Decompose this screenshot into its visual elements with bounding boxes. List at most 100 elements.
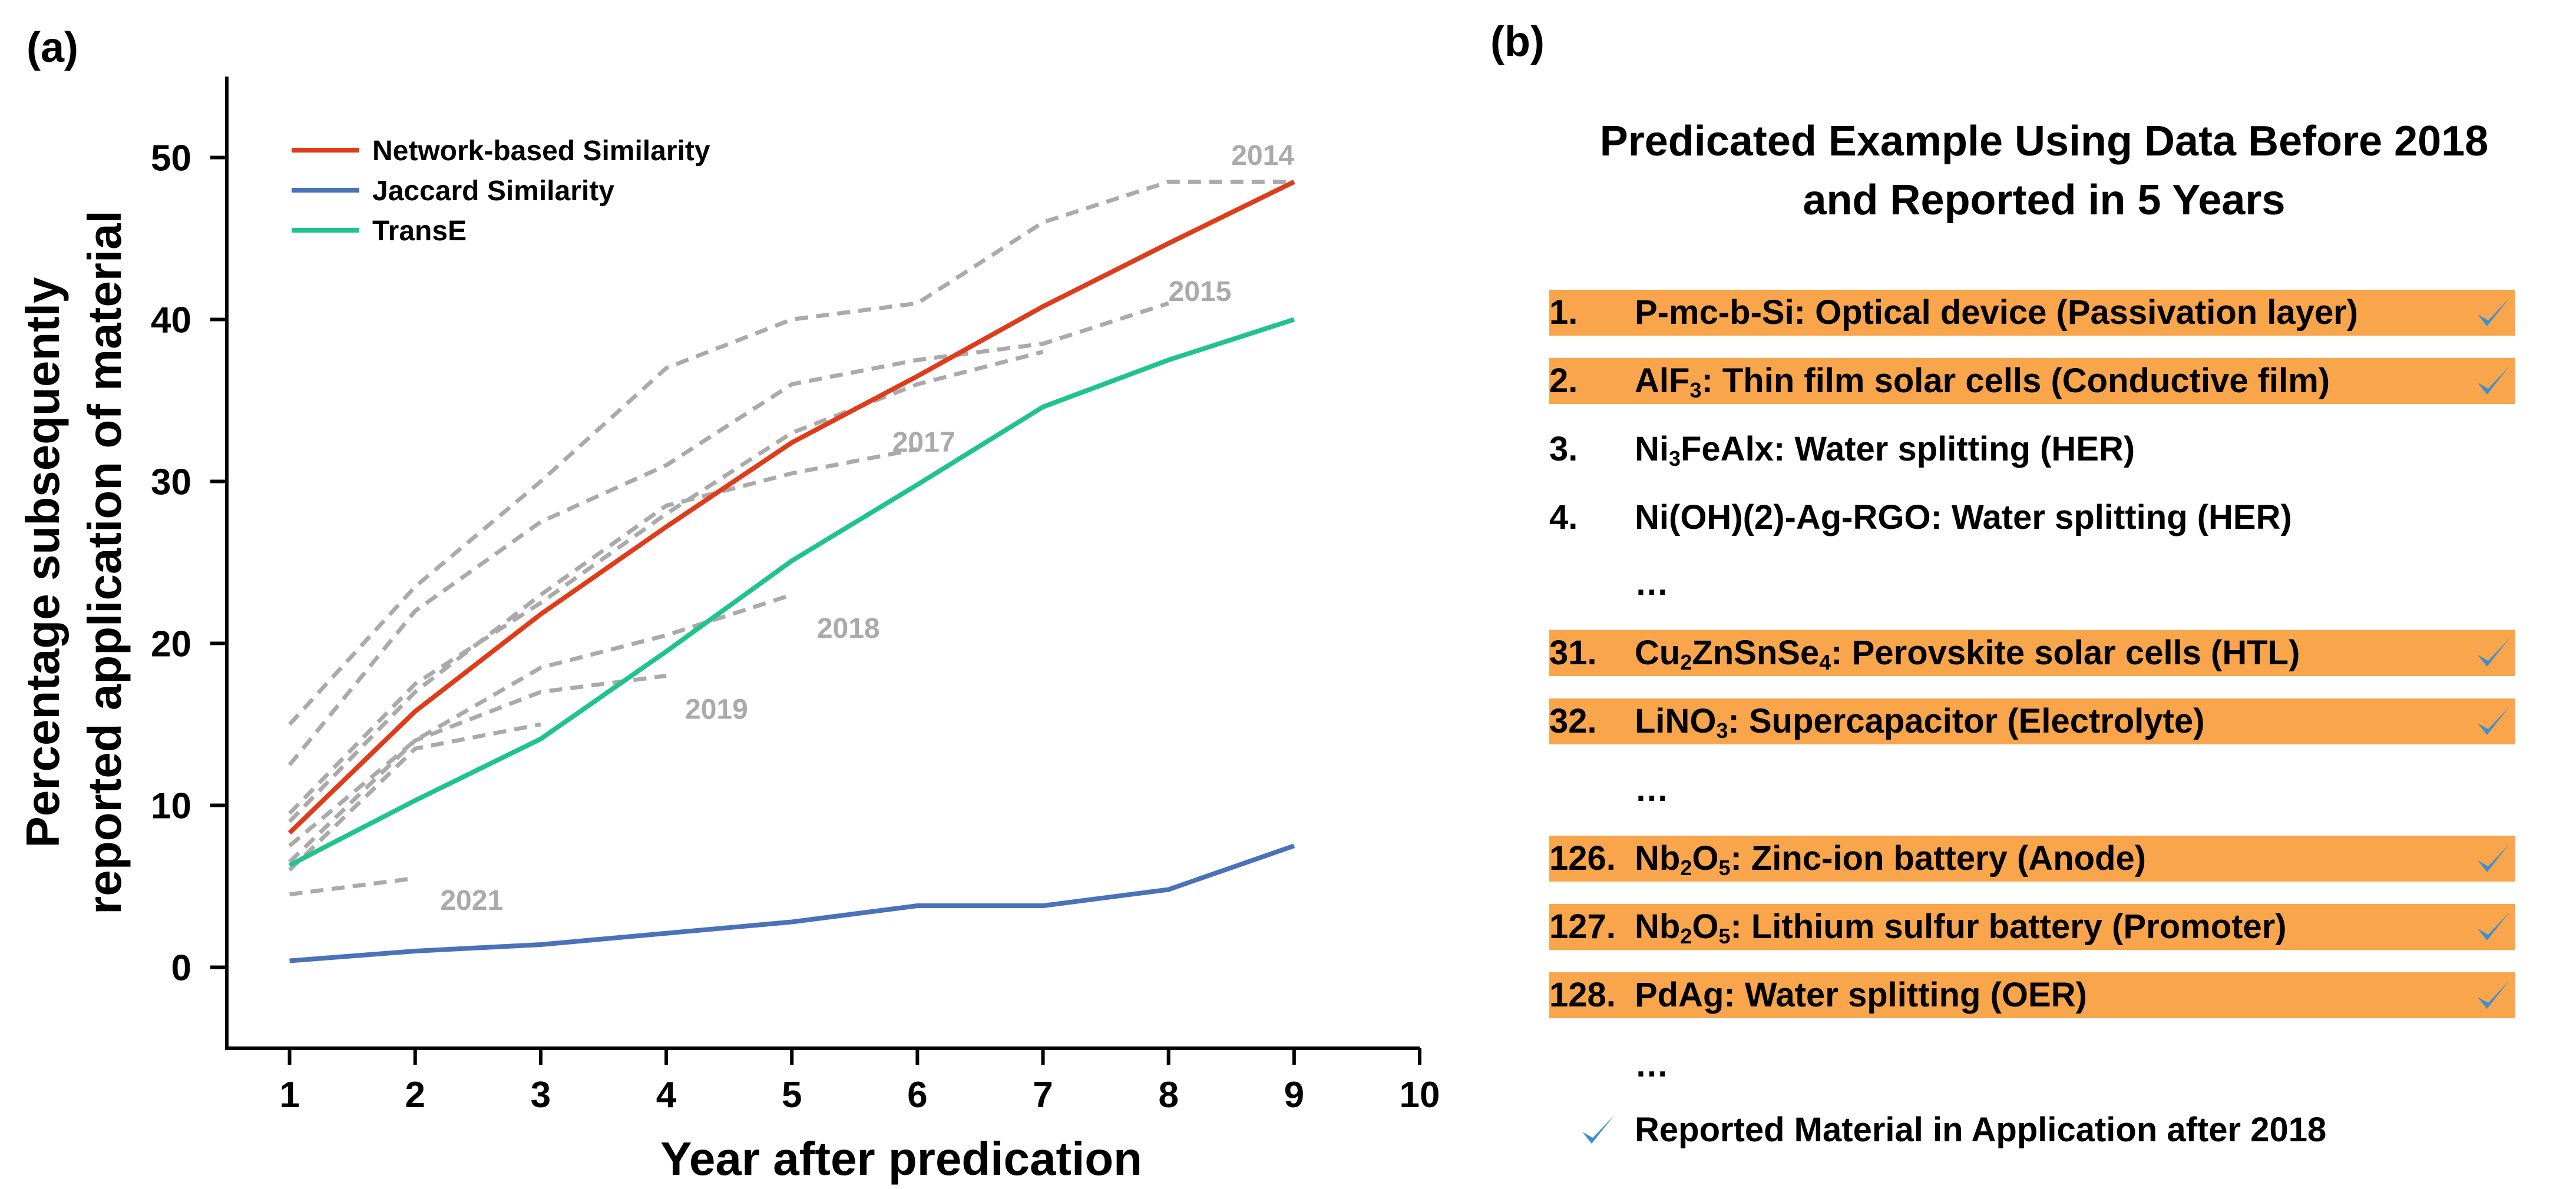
item-text-post2: : Zinc-ion battery (Anode) <box>1730 839 2147 877</box>
list-item: 31. Cu2ZnSnSe4: Perovskite solar cells (H… <box>1549 630 2515 676</box>
x-tick-label: 9 <box>1284 1075 1304 1115</box>
item-number: 126. <box>1549 839 1616 877</box>
list-item: 126. Nb2O5: Zinc-ion battery (Anode) <box>1549 836 2515 882</box>
background-line-2021 <box>289 876 416 897</box>
item-text-pre: PdAg: Water splitting (OER) <box>1635 976 2087 1014</box>
legend-label-2: TransE <box>372 216 467 247</box>
main-series-group <box>287 180 1295 963</box>
ellipsis-3: … <box>1635 1046 1669 1084</box>
y-tick-label: 30 <box>151 462 191 503</box>
item-text: Cu2ZnSnSe4: Perovskite solar cells (HTL) <box>1635 630 2300 685</box>
list-item: 4. Ni(OH)(2)-Ag-RGO: Water splitting (HER… <box>1549 495 2515 541</box>
list-item: 32. LiNO3: Supercapacitor (Electrolyte) <box>1549 698 2515 744</box>
panel-b-title-line2: and Reported in 5 Years <box>1803 177 2286 224</box>
item-text-pre: AlF <box>1635 362 1690 400</box>
item-text-post: : Thin film solar cells (Conductive film… <box>1701 362 2330 400</box>
item-text-pre: Nb <box>1635 839 1681 877</box>
item-number: 3. <box>1549 430 1578 468</box>
item-text-post: O <box>1692 839 1719 877</box>
item-number: 127. <box>1549 908 1616 946</box>
item-text-pre: Cu <box>1635 634 1681 672</box>
series-line-0 <box>287 180 1295 835</box>
item-text-pre: LiNO <box>1635 702 1717 740</box>
item-text-post: : Supercapacitor (Electrolyte) <box>1728 702 2205 740</box>
background-line-2015 <box>287 301 1169 766</box>
item-text-post2: : Perovskite solar cells (HTL) <box>1831 634 2300 672</box>
x-tick-label: 2 <box>405 1075 425 1115</box>
checkmark-icon <box>2478 298 2509 326</box>
year-label-2014: 2014 <box>1231 140 1294 171</box>
series-line-1 <box>289 843 1295 963</box>
legend-label-1: Jaccard Similarity <box>372 175 614 207</box>
item-number: 2. <box>1549 362 1578 400</box>
list-item: 1. P-mc-b-Si: Optical device (Passivation… <box>1549 290 2515 336</box>
legend: Network-based Similarity Jaccard Similari… <box>292 135 710 247</box>
series-line-2 <box>288 317 1295 867</box>
item-text: PdAg: Water splitting (OER) <box>1635 972 2087 1018</box>
y-tick-label: 10 <box>151 786 191 827</box>
x-tick-label: 8 <box>1158 1075 1178 1115</box>
background-line-2020 <box>288 722 541 872</box>
panel-b-title: Predicated Example Using Data Before 201… <box>1520 112 2568 230</box>
item-number: 4. <box>1549 498 1578 536</box>
ellipsis-2: … <box>1635 770 1669 809</box>
item-number: 31. <box>1549 634 1597 672</box>
item-text-pre: P-mc-b-Si: Optical device (Passivation l… <box>1635 293 2359 332</box>
panel-b-title-line1: Predicated Example Using Data Before 201… <box>1599 118 2489 165</box>
item-text-sub: 2 <box>1680 923 1692 948</box>
x-tick-label: 3 <box>531 1075 551 1115</box>
list-item: 128. PdAg: Water splitting (OER) <box>1549 972 2515 1018</box>
checkmark-icon <box>2478 912 2509 940</box>
x-axis-label: Year after predication <box>660 1132 1142 1185</box>
item-text-pre: Ni <box>1635 430 1669 468</box>
axes-group: 0 10 20 30 40 50 1 2 3 4 5 6 7 8 9 10 <box>151 77 1440 1115</box>
y-axis-label-line2: reported application of material <box>78 210 131 915</box>
year-label-2015: 2015 <box>1169 276 1232 307</box>
background-line-2014 <box>287 180 1294 726</box>
checkmark-icon <box>2478 844 2509 872</box>
item-text-post: O <box>1692 908 1719 946</box>
legend-label-0: Network-based Similarity <box>372 135 710 167</box>
background-line-2019 <box>288 674 667 864</box>
item-text-sub: 3 <box>1716 718 1728 743</box>
item-text: LiNO3: Supercapacitor (Electrolyte) <box>1635 698 2205 754</box>
checkmark-icon <box>2478 981 2509 1009</box>
item-text: AlF3: Thin film solar cells (Conductive … <box>1635 358 2330 413</box>
item-text-sub: 2 <box>1680 650 1692 674</box>
item-text: Ni(OH)(2)-Ag-RGO: Water splitting (HER) <box>1635 495 2292 541</box>
year-label-2019: 2019 <box>685 694 748 726</box>
year-label-2021: 2021 <box>440 885 503 916</box>
year-label-2017: 2017 <box>892 427 955 458</box>
item-text: Nb2O5: Lithium sulfur battery (Promoter) <box>1635 904 2287 959</box>
item-text-post: ZnSnSe <box>1692 634 1820 672</box>
x-tick-label: 4 <box>656 1075 677 1115</box>
y-tick-label: 50 <box>151 138 191 179</box>
checkmark-icon <box>2478 707 2509 735</box>
item-text-sub: 2 <box>1680 855 1692 880</box>
item-text-sub2: 4 <box>1819 650 1831 674</box>
item-number: 128. <box>1549 976 1616 1014</box>
item-text: Ni3FeAlx: Water splitting (HER) <box>1635 426 2135 482</box>
ellipsis-1: … <box>1635 564 1669 602</box>
item-text-sub: 3 <box>1689 377 1702 402</box>
background-series-group: 2014 2015 2017 2018 2019 2021 <box>287 140 1294 916</box>
x-tick-label: 6 <box>907 1075 927 1115</box>
item-text: P-mc-b-Si: Optical device (Passivation l… <box>1635 290 2358 336</box>
list-item: 3. Ni3FeAlx: Water splitting (HER) <box>1549 426 2515 472</box>
panel-label-b: (b) <box>1490 18 1545 65</box>
item-text-pre: Ni(OH)(2)-Ag-RGO: Water splitting (HER) <box>1635 498 2292 536</box>
chart-panel-a: (a) 2014 2015 2017 2018 2019 2021 0 10 20 30 40 50… <box>16 24 1440 1185</box>
y-tick-label: 0 <box>171 948 191 989</box>
item-text-post2: : Lithium sulfur battery (Promoter) <box>1730 908 2287 946</box>
panel-b: (b) Predicated Example Using Data Before… <box>1473 0 2576 1189</box>
x-tick-label: 5 <box>782 1075 802 1115</box>
y-tick-label: 20 <box>151 624 191 665</box>
item-text-sub2: 5 <box>1718 855 1731 880</box>
checkmark-icon <box>2478 366 2509 395</box>
item-text-post: FeAlx: Water splitting (HER) <box>1681 430 2135 468</box>
year-label-2018: 2018 <box>817 613 880 644</box>
item-text-sub2: 5 <box>1718 923 1731 948</box>
item-number: 32. <box>1549 702 1597 740</box>
list-item: 127. Nb2O5: Lithium sulfur battery (Promo… <box>1549 904 2515 950</box>
background-line-2017 <box>288 447 918 823</box>
